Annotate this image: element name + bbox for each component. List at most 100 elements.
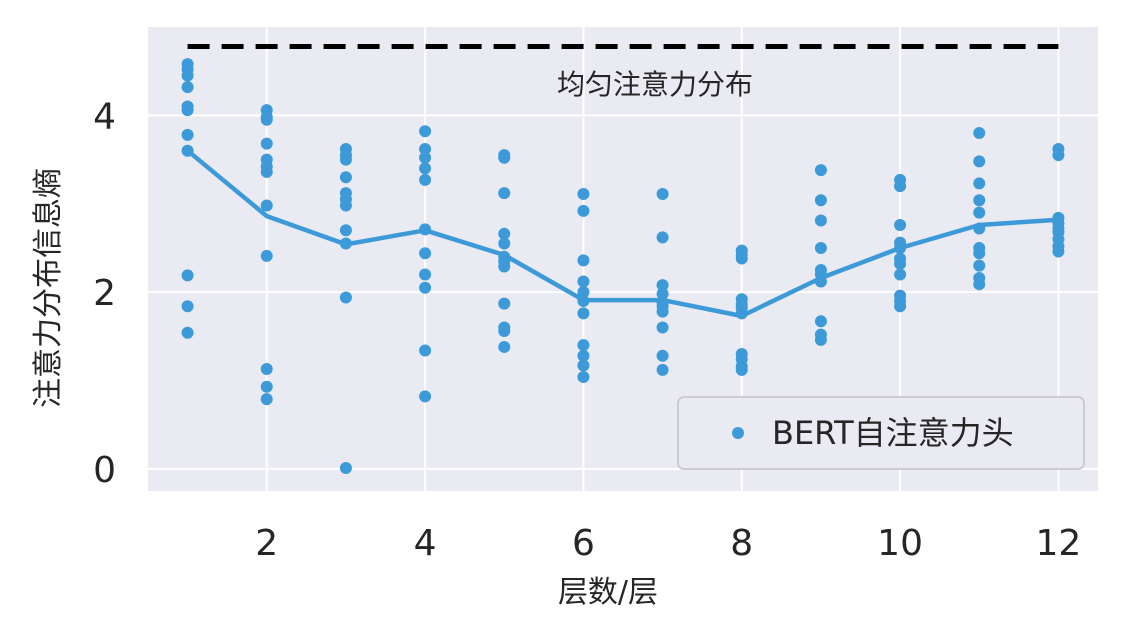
legend-box	[677, 396, 1085, 470]
head-point	[814, 275, 827, 288]
head-point	[577, 286, 590, 299]
head-point	[260, 165, 273, 178]
head-point	[973, 278, 986, 291]
head-point	[973, 222, 986, 235]
head-point	[498, 325, 511, 338]
x-tick-label: 6	[572, 523, 595, 564]
head-point	[498, 151, 511, 164]
head-point	[181, 81, 194, 94]
head-point	[656, 321, 669, 334]
head-point	[577, 359, 590, 372]
head-point	[894, 180, 907, 193]
head-point	[973, 127, 986, 140]
x-tick-label: 2	[255, 523, 278, 564]
legend-label: BERT自注意力头	[772, 414, 1014, 452]
head-point	[1052, 149, 1065, 162]
head-point	[498, 297, 511, 310]
legend: BERT自注意力头	[677, 396, 1085, 470]
head-point	[814, 214, 827, 227]
head-point	[339, 199, 352, 212]
head-point	[181, 326, 194, 339]
head-point	[339, 462, 352, 475]
head-point	[973, 247, 986, 260]
y-tick-label: 2	[93, 273, 116, 314]
head-point	[498, 260, 511, 273]
head-point	[498, 237, 511, 250]
head-point	[498, 340, 511, 353]
head-point	[260, 393, 273, 406]
head-point	[419, 162, 432, 175]
head-point	[735, 363, 748, 376]
y-tick-label: 4	[93, 96, 116, 137]
head-point	[656, 287, 669, 300]
head-point	[339, 224, 352, 237]
head-point	[894, 268, 907, 281]
head-point	[656, 305, 669, 318]
uniform-reference: 均匀注意力分布	[187, 43, 1059, 101]
head-point	[339, 237, 352, 250]
head-point	[260, 199, 273, 212]
mean-entropy-line	[186, 148, 1059, 319]
head-point	[814, 241, 827, 254]
head-point	[894, 241, 907, 254]
x-tick-labels: 2 4 6 8 10 12	[255, 523, 1081, 564]
head-point	[577, 307, 590, 320]
x-tick-label: 12	[1036, 523, 1082, 564]
head-point	[419, 223, 432, 236]
head-point	[814, 164, 827, 177]
y-tick-label: 0	[93, 450, 116, 491]
head-point	[260, 380, 273, 393]
head-point	[419, 151, 432, 164]
head-point	[419, 142, 432, 155]
x-axis-title: 层数/层	[558, 575, 658, 610]
head-point	[814, 194, 827, 207]
x-tick-label: 4	[414, 523, 437, 564]
head-point	[419, 247, 432, 260]
head-point	[419, 125, 432, 138]
head-point	[814, 315, 827, 328]
head-point	[577, 204, 590, 217]
head-point	[973, 206, 986, 219]
uniform-distribution-label: 均匀注意力分布	[557, 68, 753, 101]
head-point	[260, 113, 273, 126]
y-tick-labels: 0 2 4	[93, 96, 116, 491]
head-point	[656, 188, 669, 201]
head-point	[181, 300, 194, 313]
head-point	[181, 144, 194, 157]
legend-marker	[732, 427, 744, 439]
head-point	[656, 349, 669, 362]
head-point	[735, 252, 748, 265]
head-point	[577, 294, 590, 307]
head-point	[577, 370, 590, 383]
head-point	[260, 363, 273, 376]
x-tick-label: 10	[877, 523, 923, 564]
head-point	[1052, 245, 1065, 258]
mean-entropy-line-group	[186, 148, 1059, 319]
head-point	[814, 333, 827, 346]
head-point	[577, 188, 590, 201]
head-point	[656, 231, 669, 244]
head-point	[339, 153, 352, 166]
x-tick-label: 8	[730, 523, 753, 564]
head-point	[339, 291, 352, 304]
head-point	[181, 69, 194, 82]
attention-head-points	[181, 58, 1065, 475]
head-point	[894, 218, 907, 231]
head-point	[577, 254, 590, 267]
head-point	[498, 187, 511, 200]
head-point	[419, 281, 432, 294]
head-point	[656, 279, 669, 292]
y-axis-title: 注意力分布信息熵	[31, 168, 66, 408]
head-point	[419, 173, 432, 186]
head-point	[181, 128, 194, 141]
head-point	[181, 104, 194, 117]
head-point	[973, 259, 986, 272]
head-point	[894, 257, 907, 270]
head-point	[735, 307, 748, 320]
head-point	[577, 349, 590, 362]
head-point	[973, 177, 986, 190]
head-point	[498, 227, 511, 240]
head-point	[973, 155, 986, 168]
head-point	[656, 363, 669, 376]
head-point	[181, 269, 194, 282]
